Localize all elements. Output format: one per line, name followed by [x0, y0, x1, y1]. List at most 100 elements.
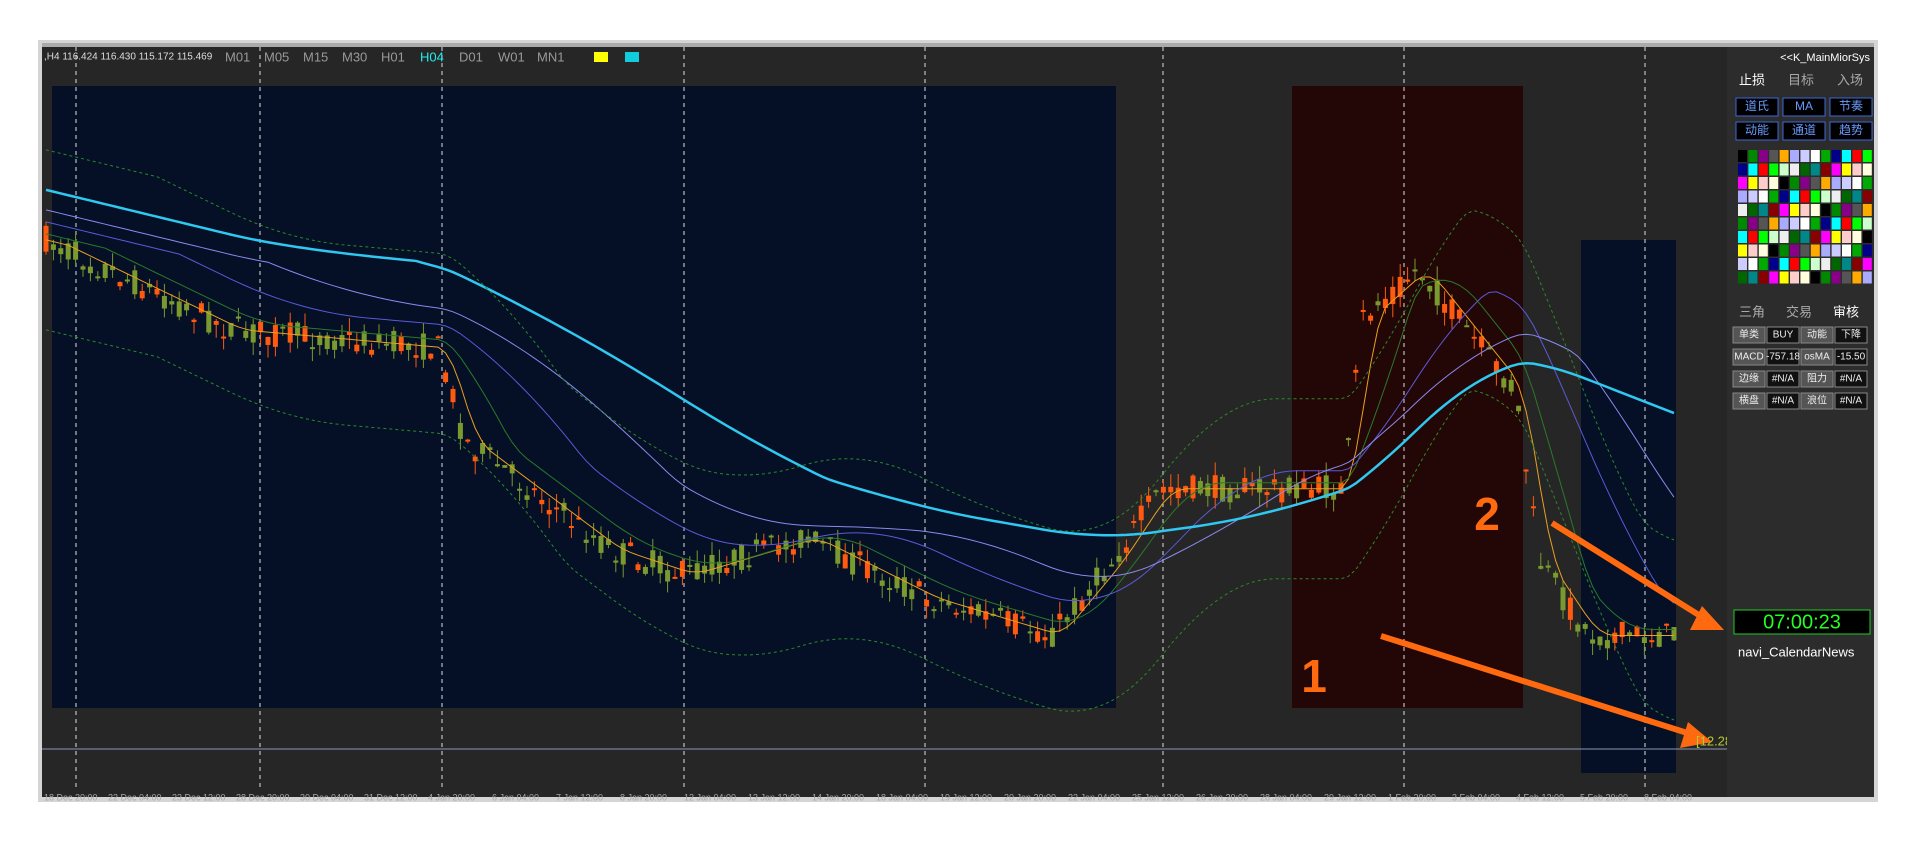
panel-tab[interactable]: 入场 [1837, 72, 1863, 87]
color-swatch[interactable] [1738, 258, 1747, 270]
color-swatch[interactable] [1842, 231, 1851, 243]
color-swatch[interactable] [1790, 258, 1799, 270]
color-swatch[interactable] [1831, 177, 1841, 189]
color-swatch[interactable] [1748, 204, 1758, 216]
color-swatch[interactable] [1852, 217, 1862, 230]
color-swatch[interactable] [1769, 244, 1779, 257]
color-swatch[interactable] [1800, 177, 1810, 189]
color-swatch[interactable] [1748, 244, 1758, 257]
color-swatch[interactable] [1842, 177, 1851, 189]
color-swatch[interactable] [1769, 204, 1779, 216]
color-swatch[interactable] [1769, 217, 1779, 230]
color-swatch[interactable] [1779, 190, 1789, 203]
color-swatch[interactable] [1800, 163, 1810, 176]
color-swatch[interactable] [1810, 271, 1820, 284]
color-swatch[interactable] [1842, 163, 1851, 176]
timeframe-button[interactable]: W01 [498, 49, 525, 64]
color-swatch[interactable] [1831, 190, 1841, 203]
color-swatch[interactable] [1758, 271, 1768, 284]
color-swatch[interactable] [1821, 204, 1831, 216]
color-swatch[interactable] [1800, 204, 1810, 216]
color-swatch[interactable] [1779, 204, 1789, 216]
color-swatch[interactable] [1810, 217, 1820, 230]
timeframe-button[interactable]: M30 [342, 49, 367, 64]
color-swatch[interactable] [1758, 244, 1768, 257]
color-swatch[interactable] [1738, 271, 1747, 284]
color-swatch[interactable] [1842, 244, 1851, 257]
color-swatch[interactable] [1842, 150, 1851, 162]
color-swatch[interactable] [1852, 231, 1862, 243]
color-swatch[interactable] [1831, 163, 1841, 176]
color-swatch[interactable] [1790, 244, 1799, 257]
panel-button[interactable] [1829, 97, 1873, 117]
color-swatch[interactable] [1738, 177, 1747, 189]
color-swatch[interactable] [1852, 244, 1862, 257]
panel-tab[interactable]: 止损 [1739, 72, 1765, 87]
color-swatch[interactable] [1821, 217, 1831, 230]
camera-icon[interactable] [594, 52, 608, 62]
color-swatch[interactable] [1790, 163, 1799, 176]
color-swatch[interactable] [1790, 217, 1799, 230]
panel-button-label[interactable]: 节奏 [1839, 99, 1863, 113]
panel-button[interactable] [1782, 97, 1826, 117]
panel-button-label[interactable]: 通道 [1792, 123, 1816, 137]
color-swatch[interactable] [1769, 150, 1779, 162]
color-swatch[interactable] [1758, 177, 1768, 189]
color-swatch[interactable] [1852, 163, 1862, 176]
color-swatch[interactable] [1810, 190, 1820, 203]
color-swatch[interactable] [1821, 190, 1831, 203]
timeframe-button[interactable]: D01 [459, 49, 483, 64]
color-swatch[interactable] [1862, 150, 1872, 162]
color-swatch[interactable] [1831, 231, 1841, 243]
color-swatch[interactable] [1769, 231, 1779, 243]
panel-button-label[interactable]: 动能 [1745, 123, 1769, 137]
color-swatch[interactable] [1769, 190, 1779, 203]
color-swatch[interactable] [1831, 150, 1841, 162]
color-swatch[interactable] [1821, 244, 1831, 257]
color-swatch[interactable] [1790, 231, 1799, 243]
color-swatch[interactable] [1831, 204, 1841, 216]
color-swatch[interactable] [1790, 204, 1799, 216]
color-swatch[interactable] [1779, 258, 1789, 270]
panel-tab[interactable]: 审核 [1833, 304, 1859, 319]
color-swatch[interactable] [1821, 163, 1831, 176]
color-swatch[interactable] [1738, 217, 1747, 230]
color-swatch[interactable] [1800, 217, 1810, 230]
color-swatch[interactable] [1738, 190, 1747, 203]
color-swatch[interactable] [1790, 150, 1799, 162]
color-swatch[interactable] [1852, 150, 1862, 162]
color-swatch[interactable] [1769, 258, 1779, 270]
color-swatch[interactable] [1738, 204, 1747, 216]
color-swatch[interactable] [1800, 258, 1810, 270]
color-swatch[interactable] [1821, 150, 1831, 162]
color-swatch[interactable] [1810, 244, 1820, 257]
color-swatch[interactable] [1779, 150, 1789, 162]
color-swatch[interactable] [1790, 190, 1799, 203]
color-swatch[interactable] [1748, 258, 1758, 270]
color-swatch[interactable] [1779, 217, 1789, 230]
color-swatch[interactable] [1790, 271, 1799, 284]
color-swatch[interactable] [1758, 231, 1768, 243]
color-swatch[interactable] [1810, 258, 1820, 270]
color-swatch[interactable] [1800, 244, 1810, 257]
color-swatch[interactable] [1842, 271, 1851, 284]
color-swatch[interactable] [1738, 231, 1747, 243]
color-swatch[interactable] [1779, 163, 1789, 176]
color-swatch[interactable] [1862, 244, 1872, 257]
color-swatch[interactable] [1821, 231, 1831, 243]
color-swatch[interactable] [1748, 150, 1758, 162]
color-swatch[interactable] [1758, 150, 1768, 162]
color-swatch[interactable] [1852, 258, 1862, 270]
color-swatch[interactable] [1748, 231, 1758, 243]
color-swatch[interactable] [1758, 190, 1768, 203]
color-swatch[interactable] [1842, 217, 1851, 230]
color-swatch[interactable] [1862, 163, 1872, 176]
panel-button-label[interactable]: 道氏 [1745, 99, 1769, 113]
color-swatch[interactable] [1810, 177, 1820, 189]
color-swatch[interactable] [1769, 177, 1779, 189]
color-swatch[interactable] [1779, 231, 1789, 243]
color-swatch[interactable] [1758, 163, 1768, 176]
color-swatch[interactable] [1862, 258, 1872, 270]
color-swatch[interactable] [1758, 204, 1768, 216]
color-swatch[interactable] [1758, 217, 1768, 230]
